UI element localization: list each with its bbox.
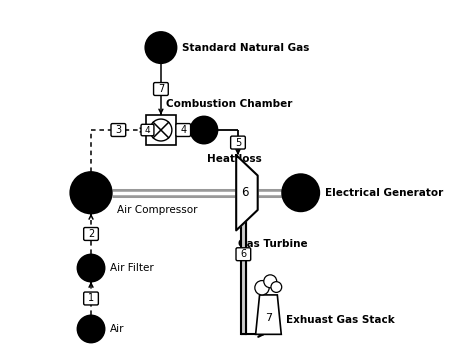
Circle shape [77, 315, 105, 343]
Text: 2: 2 [88, 229, 94, 239]
Text: 1: 1 [88, 324, 94, 334]
Circle shape [271, 282, 282, 292]
Text: 8: 8 [157, 43, 164, 52]
Text: G: G [295, 183, 306, 197]
Text: 6: 6 [241, 186, 249, 199]
Text: Gas Turbine: Gas Turbine [238, 240, 308, 249]
Text: Exhuast Gas Stack: Exhuast Gas Stack [286, 314, 394, 325]
Circle shape [145, 32, 177, 63]
FancyBboxPatch shape [111, 123, 126, 136]
Text: 3: 3 [115, 125, 121, 135]
Circle shape [264, 275, 277, 288]
Circle shape [190, 116, 218, 144]
Text: 3: 3 [88, 188, 94, 198]
Text: Electrical Generator: Electrical Generator [325, 188, 443, 198]
Polygon shape [255, 295, 281, 335]
Bar [146, 115, 176, 145]
Circle shape [255, 281, 269, 295]
FancyBboxPatch shape [84, 292, 99, 305]
Text: 4: 4 [180, 125, 186, 135]
Text: Air: Air [110, 324, 125, 334]
FancyBboxPatch shape [176, 123, 191, 136]
Text: 7: 7 [158, 84, 164, 94]
Circle shape [70, 172, 112, 214]
Text: Standard Natural Gas: Standard Natural Gas [182, 43, 310, 52]
FancyBboxPatch shape [154, 83, 168, 95]
Text: Air Compressor: Air Compressor [117, 205, 198, 215]
Text: 6: 6 [240, 249, 246, 259]
Text: 7: 7 [265, 313, 272, 323]
Text: Combustion Chamber: Combustion Chamber [166, 99, 292, 110]
Text: 5: 5 [201, 125, 207, 135]
Text: 5: 5 [235, 138, 241, 147]
Polygon shape [236, 155, 258, 230]
Text: ~: ~ [297, 194, 305, 203]
FancyBboxPatch shape [141, 124, 154, 136]
Circle shape [282, 174, 319, 211]
FancyBboxPatch shape [231, 136, 246, 149]
FancyBboxPatch shape [236, 248, 251, 261]
Text: Air Filter: Air Filter [110, 263, 154, 273]
Text: 4: 4 [145, 126, 150, 135]
Circle shape [77, 254, 105, 282]
Text: Heat loss: Heat loss [207, 154, 261, 164]
FancyBboxPatch shape [84, 228, 99, 241]
Text: 2: 2 [88, 263, 94, 273]
Text: 1: 1 [88, 293, 94, 304]
